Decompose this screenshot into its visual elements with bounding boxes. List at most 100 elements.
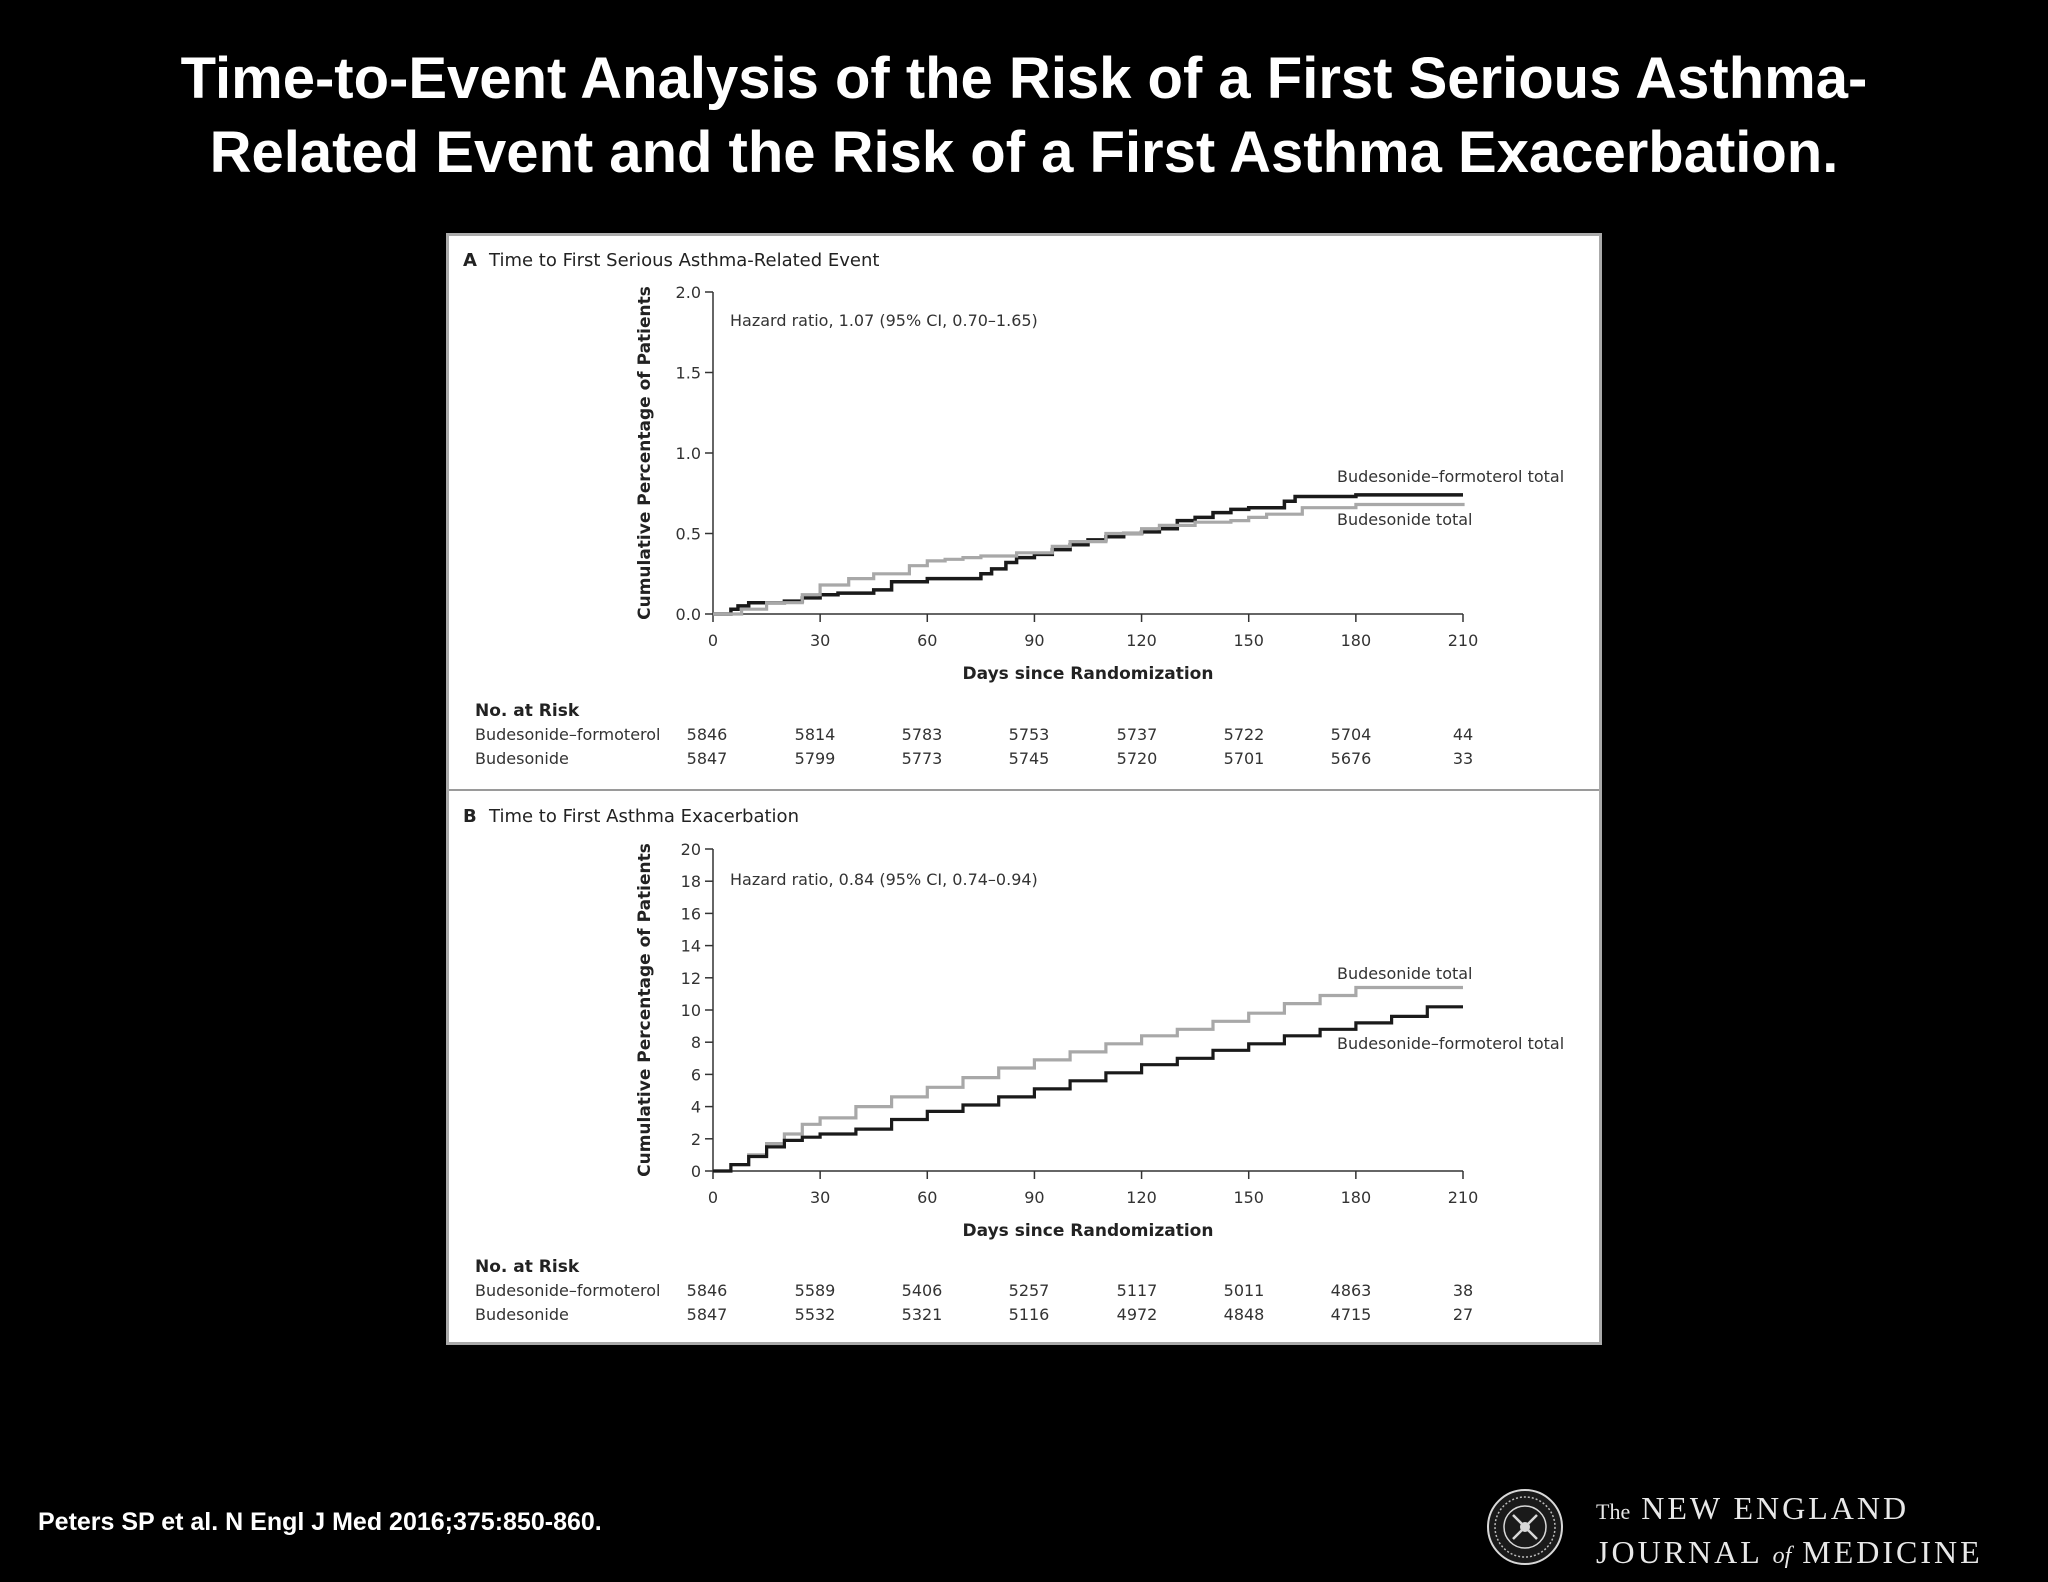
risk-table-cell: 4715: [1331, 1305, 1372, 1324]
risk-table-row-label: Budesonide: [475, 1305, 569, 1324]
citation: Peters SP et al. N Engl J Med 2016;375:8…: [38, 1508, 602, 1536]
x-tick-label: 120: [1126, 631, 1157, 650]
journal-prefix: The: [1596, 1499, 1631, 1524]
x-tick-label: 180: [1341, 1188, 1372, 1207]
risk-table-cell: 5589: [795, 1281, 836, 1300]
y-tick-label: 1.0: [676, 444, 701, 463]
series-line-budesonide: [713, 502, 1465, 616]
x-tick-label: 120: [1126, 1188, 1157, 1207]
y-tick-label: 2.0: [676, 283, 701, 302]
journal-name-word-medicine: MEDICINE: [1802, 1534, 1983, 1570]
y-tick-label: 2: [691, 1130, 701, 1149]
journal-seal-icon: [1487, 1489, 1563, 1565]
y-axis-label: Cumulative Percentage of Patients: [635, 286, 655, 620]
risk-table-cell: 5406: [902, 1281, 943, 1300]
panel-letter: A: [463, 250, 477, 271]
chart-panel-b: B Time to First Asthma Exacerbation 0 2 4 6 8 1…: [463, 806, 1564, 1324]
x-tick-label: 210: [1448, 631, 1479, 650]
series-label: Budesonide total: [1337, 964, 1473, 983]
risk-table-cell: 5846: [687, 725, 728, 744]
risk-table-cell: 4972: [1117, 1305, 1158, 1324]
hazard-ratio-annotation: Hazard ratio, 0.84 (95% CI, 0.74–0.94): [730, 870, 1038, 889]
journal-name-line-1: NEW ENGLAND: [1641, 1490, 1910, 1526]
y-tick-label: 14: [681, 937, 701, 956]
x-tick-label: 30: [810, 1188, 830, 1207]
risk-table-cell: 5745: [1009, 749, 1050, 768]
risk-table-cell: 4848: [1224, 1305, 1265, 1324]
series-line-budesonide-formoterol: [713, 493, 1463, 616]
risk-table-cell: 5814: [795, 725, 836, 744]
y-tick-label: 10: [681, 1001, 701, 1020]
risk-table-cell: 4863: [1331, 1281, 1372, 1300]
x-tick-label: 180: [1341, 631, 1372, 650]
series-label: Budesonide–formoterol total: [1337, 467, 1564, 486]
slide-title: Time-to-Event Analysis of the Risk of a …: [60, 42, 1988, 190]
risk-table-cell: 5720: [1117, 749, 1158, 768]
risk-table-cell: 38: [1453, 1281, 1473, 1300]
risk-table-cell: 33: [1453, 749, 1473, 768]
panel-title: Time to First Serious Asthma-Related Eve…: [488, 250, 879, 271]
journal-name-word-of: of: [1772, 1543, 1792, 1569]
x-tick-label: 0: [708, 631, 718, 650]
risk-table-row-label: Budesonide–formoterol: [475, 725, 661, 744]
x-tick-label: 90: [1024, 1188, 1044, 1207]
risk-table-cell: 5846: [687, 1281, 728, 1300]
journal-logo[interactable]: The NEW ENGLAND JOURNAL of MEDICINE: [1484, 1486, 2024, 1572]
x-tick-label: 0: [708, 1188, 718, 1207]
risk-table-cell: 5783: [902, 725, 943, 744]
hazard-ratio-annotation: Hazard ratio, 1.07 (95% CI, 0.70–1.65): [730, 311, 1038, 330]
risk-table-header: No. at Risk: [475, 1257, 580, 1277]
figure-panel: A Time to First Serious Asthma-Related Ev…: [446, 233, 1602, 1345]
x-tick-label: 90: [1024, 631, 1044, 650]
risk-table-cell: 5753: [1009, 725, 1050, 744]
risk-table-cell: 5701: [1224, 749, 1265, 768]
chart-panel-a: A Time to First Serious Asthma-Related Ev…: [463, 250, 1564, 768]
y-tick-label: 0.5: [676, 525, 701, 544]
y-axis-label: Cumulative Percentage of Patients: [635, 843, 655, 1177]
figure-svg: A Time to First Serious Asthma-Related Ev…: [449, 250, 1599, 1324]
journal-name: The NEW ENGLAND JOURNAL of MEDICINE: [1596, 1488, 1983, 1576]
risk-table-cell: 5676: [1331, 749, 1372, 768]
y-tick-label: 0: [691, 1162, 701, 1181]
risk-table-row-label: Budesonide–formoterol: [475, 1281, 661, 1300]
slide-title-line-1: Time-to-Event Analysis of the Risk of a …: [180, 46, 1868, 111]
x-axis-label: Days since Randomization: [963, 664, 1214, 684]
y-tick-label: 8: [691, 1033, 701, 1052]
risk-table-cell: 5117: [1117, 1281, 1158, 1300]
panel-letter: B: [463, 806, 477, 827]
risk-table-cell: 5011: [1224, 1281, 1265, 1300]
risk-table-cell: 5321: [902, 1305, 943, 1324]
panel-title: Time to First Asthma Exacerbation: [488, 806, 799, 827]
journal-name-word-journal: JOURNAL: [1596, 1534, 1762, 1570]
x-tick-label: 210: [1448, 1188, 1479, 1207]
risk-table-cell: 5773: [902, 749, 943, 768]
x-tick-label: 150: [1233, 631, 1264, 650]
y-tick-label: 6: [691, 1065, 701, 1084]
risk-table-cell: 5847: [687, 1305, 728, 1324]
risk-table-row-label: Budesonide: [475, 749, 569, 768]
y-tick-label: 18: [681, 872, 701, 891]
risk-table-cell: 44: [1453, 725, 1473, 744]
y-tick-label: 16: [681, 904, 701, 923]
risk-table-cell: 5704: [1331, 725, 1372, 744]
risk-table-cell: 5722: [1224, 725, 1265, 744]
risk-table-cell: 5847: [687, 749, 728, 768]
risk-table-cell: 5116: [1009, 1305, 1050, 1324]
x-tick-label: 60: [917, 631, 937, 650]
slide-title-line-2: Related Event and the Risk of a First As…: [209, 120, 1839, 185]
y-tick-label: 4: [691, 1098, 701, 1117]
x-axis-label: Days since Randomization: [963, 1221, 1214, 1241]
risk-table-header: No. at Risk: [475, 701, 580, 721]
risk-table-cell: 5532: [795, 1305, 836, 1324]
risk-table-cell: 5257: [1009, 1281, 1050, 1300]
risk-table-cell: 5737: [1117, 725, 1158, 744]
x-tick-label: 60: [917, 1188, 937, 1207]
series-label: Budesonide–formoterol total: [1337, 1034, 1564, 1053]
series-label: Budesonide total: [1337, 510, 1473, 529]
risk-table-cell: 27: [1453, 1305, 1473, 1324]
risk-table-cell: 5799: [795, 749, 836, 768]
x-tick-label: 30: [810, 631, 830, 650]
series-line-budesonide-formoterol: [713, 1005, 1463, 1173]
y-tick-label: 1.5: [676, 364, 701, 383]
y-tick-label: 20: [681, 840, 701, 859]
